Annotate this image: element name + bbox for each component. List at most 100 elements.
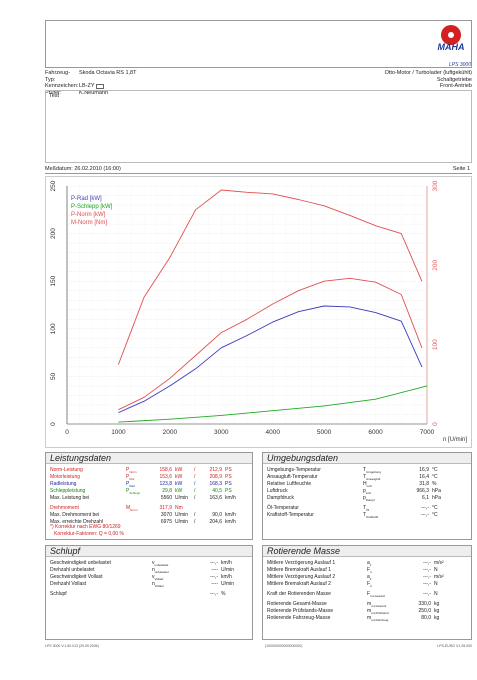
- umgebung-value: 16,4: [419, 474, 429, 480]
- umgebung-label: Umgebungs-Temperatur: [267, 467, 321, 473]
- symbol: PNorm: [126, 467, 137, 474]
- x-tick-label: 0: [65, 429, 69, 436]
- leistung-row: Drehmoment MNorm 317,9 Nm: [50, 505, 225, 512]
- schlupf-label: Schlupf: [50, 591, 67, 597]
- leistung-label: Max. Drehmoment bei: [50, 512, 100, 518]
- rotierend-label: Mittlere Bremskraft Auslauf 1: [267, 567, 331, 573]
- umgebung-row: Öl-Temperatur TÖl ---,- °C: [267, 505, 438, 512]
- leistung-row: Norm-Leistung PNorm 158,6 kW / 212,9 PS: [50, 467, 232, 474]
- umgebung-value: 966,3: [416, 488, 429, 494]
- leistung-unit: kW: [175, 481, 183, 487]
- rotierend-label: Rotierende Gesamt-Masse: [267, 601, 327, 607]
- umgebung-unit: °C: [432, 512, 438, 518]
- tester-label: Prüfer:: [45, 89, 62, 96]
- chart-frame: [45, 176, 472, 448]
- leistung-row: Motorleistung PMot 153,6 kW / 208,9 PS: [50, 474, 232, 481]
- rotierend-label: Mittlere Bremskraft Auslauf 2: [267, 581, 331, 587]
- y-tick-label-left: 200: [50, 228, 57, 239]
- umgebung-row: Relative Luftfeuchte HLuft 31,8%: [267, 481, 436, 488]
- rotierend-row: Rotierende Prüfstands-Masse mrot-Prüfstan…: [267, 608, 440, 615]
- notes-box: Test: [45, 90, 472, 163]
- umgebung-row: Luftdruck pLuft 966,3 hPa: [267, 488, 441, 495]
- symbol: mrot-Fahrzeug: [367, 615, 389, 622]
- legend-entry: P-Norm [kW]: [71, 212, 106, 218]
- rotierend-label: Mittlere Verzögerung Auslauf 1: [267, 560, 336, 566]
- symbol: pDampf: [363, 495, 375, 502]
- leistung-sep: /: [194, 467, 196, 473]
- symbol: Frot-Gesamt: [367, 591, 386, 598]
- rotierend-row: Mittlere Bremskraft Auslauf 1 F1 ---,- N: [267, 567, 438, 574]
- schlupf-unit: km/h: [221, 560, 232, 566]
- leistung-unit2: km/h: [225, 512, 236, 518]
- symbol: F2: [367, 581, 372, 588]
- leistung-label: Max. Leistung bei: [50, 495, 90, 501]
- rotierend-value: 80,0: [421, 615, 431, 621]
- umgebung-unit: °C: [432, 467, 438, 473]
- schlupf-value: ---,-: [209, 574, 218, 580]
- rotierend-value: ---,-: [422, 581, 431, 587]
- x-tick-label: 1000: [111, 429, 126, 436]
- leistung-row: Max. Leistung bei 5560 U/min / 163,6 km/h: [50, 495, 236, 501]
- legend-entry: P-Rad [kW]: [71, 196, 102, 202]
- leistung-unit2: PS: [225, 467, 232, 473]
- umgebung-value: 6,1: [422, 495, 429, 501]
- rotierend-row: Mittlere Verzögerung Auslauf 1 a1 ---,- m/s…: [267, 560, 444, 567]
- leistung-panel: Leistungsdaten Norm-Leistung PNorm 158,6 kW…: [45, 452, 253, 540]
- rotierend-value: 330,0: [418, 601, 431, 607]
- logo-model: LPS 3000: [449, 62, 471, 68]
- leistung-row: Max. erreichte Drehzahl 6975 U/min / 204,6 km…: [50, 519, 236, 525]
- schlupf-unit: U/min: [221, 581, 235, 587]
- leistung-sep: /: [194, 481, 196, 487]
- leistung-label: Drehmoment: [50, 505, 79, 511]
- logo-emblem-icon: [441, 25, 461, 45]
- leistung-sep: /: [194, 495, 196, 501]
- umgebung-row: Dampfdruck pDampf 6,1 hPa: [267, 495, 441, 502]
- measurement-bar: Meßdatum: 26.02.2010 (16:00) Seite 1: [45, 166, 472, 174]
- rotierend-row: Mittlere Bremskraft Auslauf 2 F2 ---,- N: [267, 581, 438, 588]
- leistung-unit2: PS: [225, 481, 232, 487]
- vehicle-info: Fahrzeug-Typ: Skoda Octavia RS 1,8T Kennz…: [45, 70, 275, 96]
- x-tick-label: 7000: [420, 429, 435, 436]
- schlupf-value: ---,-: [209, 560, 218, 566]
- leistung-row: Schleppleistung PSchlepp 29,8 kW / 40,5 PS: [50, 488, 232, 495]
- leistung-sep: /: [194, 519, 196, 525]
- leistung-value: 29,8: [162, 488, 172, 494]
- leistung-row: Max. Drehmoment bei 3070 U/min / 90,0 km/h: [50, 512, 236, 518]
- y-tick-label-left: 250: [50, 180, 57, 191]
- leistung-unit: kW: [175, 488, 183, 494]
- symbol: PRad: [126, 481, 135, 488]
- leistung-value2: 204,6: [209, 519, 222, 525]
- leistung-unit2: PS: [225, 474, 232, 480]
- rotierend-title: Rotierende Masse: [263, 546, 471, 557]
- leistung-value: 6975: [160, 519, 172, 525]
- rotierend-label: Rotierende Prüfstands-Masse: [267, 608, 334, 614]
- schlupf-title: Schlupf: [46, 546, 252, 557]
- schlupf-value: ---,-: [209, 591, 218, 597]
- rotierend-unit: m/s²: [434, 574, 444, 580]
- series-line: [118, 385, 428, 423]
- y-tick-label-left: 0: [50, 422, 57, 426]
- leistung-unit2: km/h: [225, 495, 236, 501]
- y-tick-label-left: 100: [50, 323, 57, 334]
- leistung-value: 158,6: [159, 467, 172, 473]
- leistung-label: Max. erreichte Drehzahl: [50, 519, 104, 525]
- umgebung-label: Relative Luftfeuchte: [267, 481, 312, 487]
- symbol: PMot: [126, 474, 135, 481]
- symbol: [152, 591, 192, 597]
- schlupf-row: Schlupf ---,-%: [50, 591, 225, 597]
- y-tick-label-right: 100: [432, 339, 439, 350]
- symbol: mrot-Prüfstand: [367, 608, 389, 615]
- leistung-title: Leistungsdaten: [46, 453, 252, 464]
- leistung-unit: Nm: [175, 505, 183, 511]
- rotierend-unit: kg: [434, 608, 440, 614]
- leistung-unit2: PS: [225, 488, 232, 494]
- leistung-unit: kW: [175, 467, 183, 473]
- schlupf-row: Drehzahl unbelastet nunbelastet ---- U/min: [50, 567, 234, 574]
- leistung-unit: U/min: [175, 495, 189, 501]
- leistung-value2: 163,6: [209, 495, 222, 501]
- leistung-sep: /: [194, 488, 196, 494]
- schlupf-value: ----: [211, 567, 218, 573]
- leistung-value2: 208,9: [209, 474, 222, 480]
- schlupf-label: Geschwindigkeit unbelastet: [50, 560, 111, 566]
- leistung-label: Radleistung: [50, 481, 77, 487]
